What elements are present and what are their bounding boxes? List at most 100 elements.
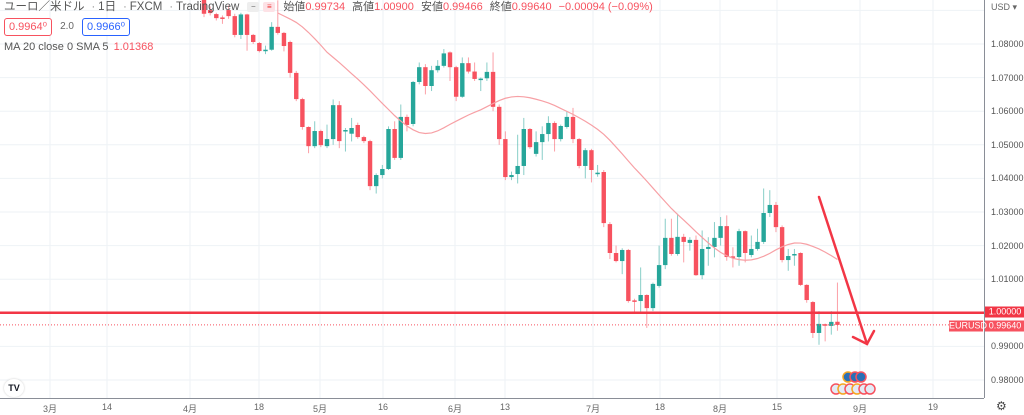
candle-body	[675, 236, 680, 254]
time-label: 3月	[42, 404, 58, 414]
candle-body	[287, 41, 293, 73]
candle	[497, 104, 502, 145]
time-label: 4月	[182, 404, 198, 414]
ma-legend[interactable]: MA 20 close 0 SMA 5 1.01368	[4, 40, 657, 54]
time-label: 7月	[585, 404, 601, 414]
candle	[466, 57, 471, 74]
candle-body	[251, 34, 256, 42]
candle	[822, 323, 828, 342]
price-label: 1.03000	[991, 207, 1024, 217]
candle	[472, 62, 477, 81]
candlestick-chart[interactable]	[0, 0, 984, 398]
chart-legend: ユーロ／米ドル · 1日 · FXCM · TradingView − ≡ 始値…	[4, 0, 657, 54]
candle-body	[220, 17, 225, 19]
candle-body	[601, 172, 606, 224]
tradingview-logo[interactable]: TV	[4, 379, 24, 397]
candle-body	[644, 294, 649, 309]
candle-body	[552, 122, 557, 140]
currency-selector[interactable]: USD ▾	[991, 2, 1018, 12]
time-label: 16	[377, 402, 389, 412]
candle-body	[570, 116, 576, 140]
candle	[257, 41, 262, 53]
candle-body	[244, 14, 250, 35]
symbol-price-tag: EURUSD	[949, 320, 988, 332]
candle	[761, 188, 766, 244]
events-icons[interactable]	[830, 371, 876, 395]
candle	[681, 233, 686, 263]
candle	[300, 97, 305, 130]
candle-body	[392, 129, 397, 158]
candle	[792, 248, 797, 266]
ma-value: 1.01368	[113, 41, 154, 53]
candle-body	[361, 137, 367, 142]
candle	[337, 101, 342, 149]
candle	[829, 311, 834, 335]
candle	[484, 62, 490, 81]
candle	[306, 126, 311, 154]
candle-body	[804, 284, 809, 301]
candle-body	[226, 10, 231, 17]
candle	[281, 31, 287, 52]
candle	[435, 60, 440, 73]
price-label: 1.02000	[991, 240, 1024, 251]
candle-body	[546, 122, 551, 135]
open-value: 0.99734	[305, 1, 346, 13]
candle-body	[681, 236, 686, 242]
candle-body	[712, 237, 717, 247]
candle	[743, 230, 748, 263]
candle-body	[269, 26, 274, 50]
ma-label: MA 20 close 0 SMA 5	[4, 41, 109, 53]
candle-body	[626, 249, 631, 302]
candle	[503, 131, 508, 181]
candle-body	[306, 126, 311, 147]
candle	[453, 65, 459, 102]
candle-body	[281, 32, 287, 47]
menu-icon[interactable]: ≡	[263, 2, 276, 12]
low-value: 0.99466	[442, 1, 483, 13]
sell-price-button[interactable]: 0.9964⁰	[4, 18, 53, 36]
candle-body	[201, 0, 207, 14]
close-value: 0.99640	[511, 1, 552, 13]
candle-body	[355, 124, 360, 138]
candle	[773, 201, 779, 233]
down-arrow-drawing[interactable]	[817, 195, 876, 346]
candle-body	[810, 302, 816, 333]
candles	[201, 0, 840, 345]
candle-body	[540, 134, 545, 143]
candle-body	[453, 67, 459, 97]
price-label: 1.01000	[991, 274, 1024, 285]
candle-body	[829, 321, 834, 326]
candle	[533, 131, 539, 157]
candle	[515, 134, 520, 184]
candle	[244, 13, 250, 51]
candle-body	[755, 241, 760, 249]
last-price-tag: 0.99640	[985, 320, 1024, 332]
symbol-name[interactable]: ユーロ／米ドル	[4, 1, 85, 13]
candle	[417, 62, 422, 85]
candle	[386, 126, 391, 170]
price-axis[interactable]: USD ▾ 1.08000 1.07000 1.06000 1.05000 1.0400…	[984, 0, 1024, 398]
settings-gear-icon[interactable]: ⚙	[996, 399, 1007, 413]
time-label: 5月	[312, 404, 328, 414]
candle-body	[589, 150, 594, 170]
candle	[601, 170, 606, 228]
candle-body	[478, 78, 483, 81]
level-price-tag: 1.00000	[985, 306, 1024, 318]
candle	[687, 237, 693, 251]
interval[interactable]: 1日	[98, 1, 117, 13]
candle	[552, 121, 557, 152]
candle-body	[706, 246, 711, 249]
candle-body	[576, 139, 582, 166]
candle-body	[638, 294, 643, 302]
minus-icon[interactable]: −	[247, 2, 260, 12]
time-label: 6月	[447, 404, 463, 414]
time-axis[interactable]: 3月 14 4月 18 5月 16 6月 13 7月 18 8月 15 9月 19	[0, 398, 984, 415]
buy-price-button[interactable]: 0.9966⁰	[81, 18, 131, 36]
candle	[361, 135, 367, 144]
candle	[650, 282, 656, 312]
candle-body	[687, 239, 693, 243]
candle	[330, 99, 336, 145]
candle	[804, 284, 809, 303]
candle	[287, 40, 293, 78]
time-label: 8月	[712, 404, 728, 414]
